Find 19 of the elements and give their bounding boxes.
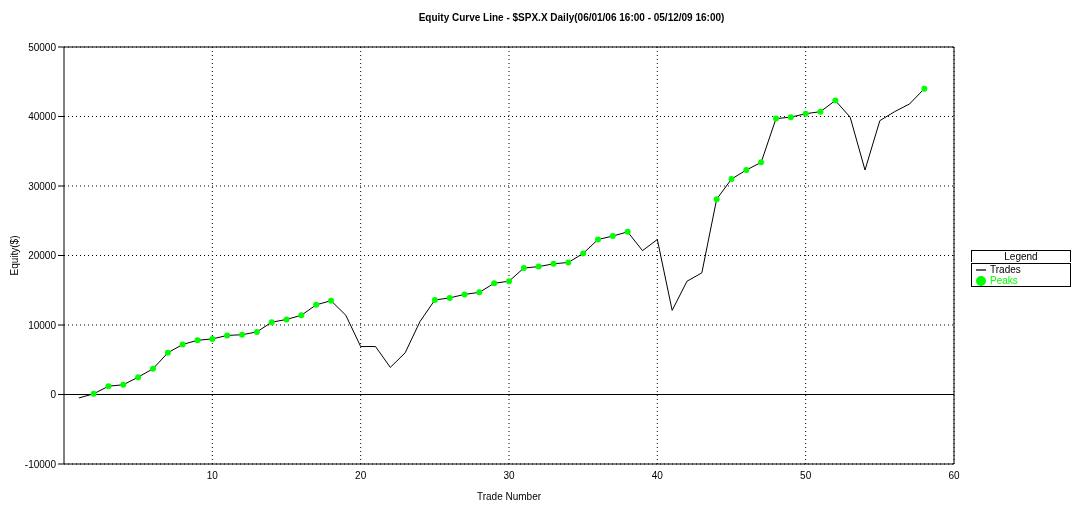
y-axis-title: Equity($) (8, 235, 20, 276)
y-tick-label: 30000 (28, 180, 57, 192)
x-tick-label: 60 (948, 470, 960, 482)
x-tick-label: 50 (800, 470, 812, 482)
x-axis-title: Trade Number (476, 491, 542, 502)
x-tick-label: 30 (503, 470, 515, 482)
y-tick-label: 50000 (28, 41, 57, 53)
y-tick-label: -10000 (24, 458, 57, 470)
legend-label: Peaks (990, 275, 1018, 286)
chart-title: Equity Curve Line - $SPX.X Daily(06/01/06 16:00 - 05/12/09 16:00) (417, 11, 726, 25)
y-tick-label: 0 (50, 389, 57, 401)
y-tick-label: 10000 (28, 319, 57, 331)
x-tick-label: 40 (651, 470, 664, 482)
legend-title: Legend (971, 250, 1071, 262)
y-tick-label: 20000 (28, 250, 57, 262)
legend-label: Trades (990, 263, 1021, 275)
y-tick-label: 40000 (28, 111, 57, 123)
x-tick-label: 20 (355, 470, 367, 482)
x-tick-label: 10 (206, 470, 219, 482)
